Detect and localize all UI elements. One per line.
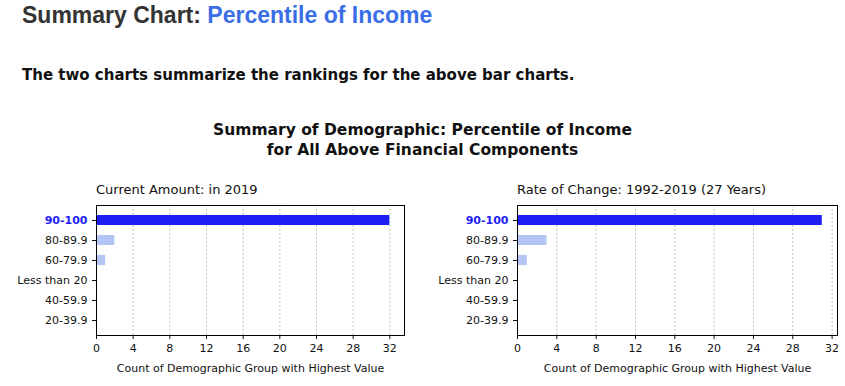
- svg-text:12: 12: [628, 342, 642, 355]
- svg-text:Less than 20: Less than 20: [17, 274, 87, 287]
- svg-text:40-59.9: 40-59.9: [466, 294, 508, 307]
- svg-text:80-89.9: 80-89.9: [466, 234, 508, 247]
- svg-text:24: 24: [746, 342, 760, 355]
- svg-text:4: 4: [553, 342, 560, 355]
- svg-text:60-79.9: 60-79.9: [466, 254, 508, 267]
- html-text:Rate of Change: 1992-2019 (27: Rate of Change: 1992-2019 (27 Years): [517, 182, 766, 197]
- html-text:Current Amount: in 2019: Current Amount: in 2019: [96, 182, 258, 197]
- svg-text:28: 28: [786, 342, 800, 355]
- svg-text:16: 16: [236, 342, 250, 355]
- svg-text:32: 32: [825, 342, 839, 355]
- svg-text:90-100: 90-100: [466, 214, 509, 227]
- svg-text:40-59.9: 40-59.9: [45, 294, 87, 307]
- svg-text:20-39.9: 20-39.9: [45, 314, 87, 327]
- svg-text:20: 20: [707, 342, 721, 355]
- svg-text:Count of Demographic Group wit: Count of Demographic Group with Highest …: [117, 362, 385, 375]
- svg-text:80-89.9: 80-89.9: [45, 234, 87, 247]
- svg-text:8: 8: [166, 342, 173, 355]
- svg-text:90-100: 90-100: [45, 214, 88, 227]
- svg-text:20: 20: [273, 342, 287, 355]
- svg-text:0: 0: [514, 342, 521, 355]
- svg-text:28: 28: [346, 342, 360, 355]
- svg-text:Count of Demographic Group wit: Count of Demographic Group with Highest …: [544, 362, 812, 375]
- html-text:Summary Chart: Percentile of I: Summary Chart: Percentile of Income: [22, 2, 433, 28]
- svg-text:8: 8: [593, 342, 600, 355]
- svg-text:0: 0: [93, 342, 100, 355]
- svg-text:24: 24: [310, 342, 324, 355]
- svg-text:32: 32: [383, 342, 397, 355]
- html-text:Summary of Demographic: Percen: Summary of Demographic: Percentile of In…: [213, 121, 632, 159]
- svg-text:Less than 20: Less than 20: [438, 274, 508, 287]
- svg-text:60-79.9: 60-79.9: [45, 254, 87, 267]
- svg-text:16: 16: [668, 342, 682, 355]
- svg-text:12: 12: [200, 342, 214, 355]
- svg-text:20-39.9: 20-39.9: [466, 314, 508, 327]
- html-text:The two charts summarize the r: The two charts summarize the rankings fo…: [22, 66, 575, 84]
- svg-text:4: 4: [130, 342, 137, 355]
